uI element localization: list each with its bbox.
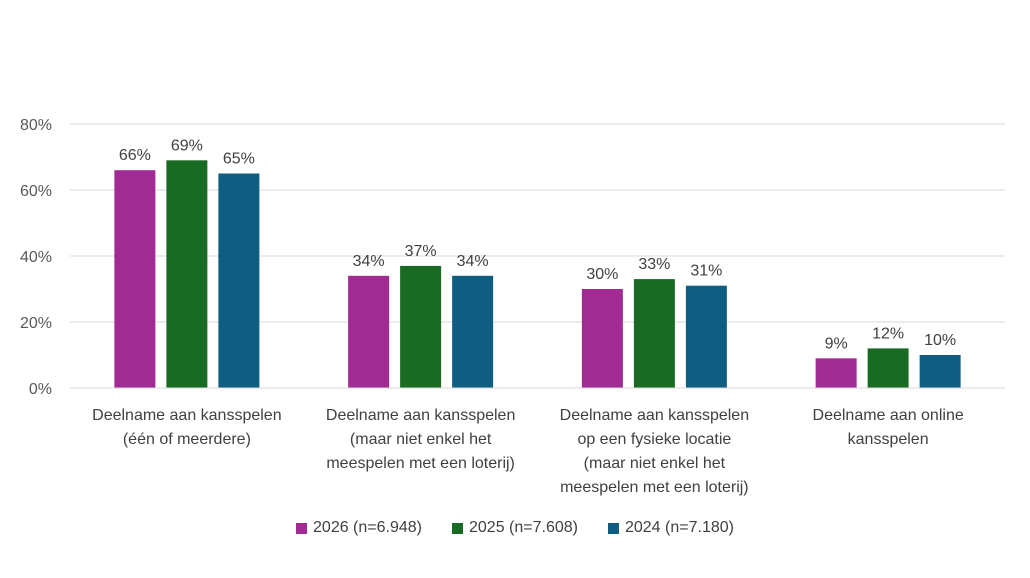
y-tick-label: 60% xyxy=(20,183,52,200)
data-label: 30% xyxy=(586,266,618,283)
y-tick-label: 40% xyxy=(20,249,52,266)
bar xyxy=(166,160,208,388)
data-label: 10% xyxy=(924,332,956,349)
legend-swatch-2025 xyxy=(452,522,463,534)
bar xyxy=(919,355,961,388)
bar xyxy=(452,275,494,388)
bar xyxy=(114,170,156,388)
data-label: 37% xyxy=(405,243,437,260)
bar xyxy=(815,358,857,388)
bar xyxy=(685,285,727,388)
bar xyxy=(581,289,623,388)
data-label: 33% xyxy=(638,256,670,273)
bar-chart: 0% 20% 40% 60% 80% 66% 69% 65% Deelname aan kans… xyxy=(20,117,1005,496)
legend-swatch-2026 xyxy=(296,522,308,534)
data-label: 69% xyxy=(171,137,203,154)
legend-label-2026: 2026 (n=6.948) xyxy=(313,519,422,536)
category-label: Deelname aan kansspelen xyxy=(326,407,515,424)
legend-swatch-2024 xyxy=(607,522,619,534)
bar xyxy=(348,275,390,388)
data-label: 65% xyxy=(223,151,255,168)
category-label: Deelname aan online xyxy=(813,407,964,424)
legend-label-2024: 2024 (n=7.180) xyxy=(624,519,734,536)
legend-item-2026: 2026 (n=6.948) xyxy=(296,519,422,537)
category-label: (maar niet enkel het xyxy=(350,431,492,448)
data-label: 9% xyxy=(825,335,848,352)
category-label: op een fysieke locatie xyxy=(577,431,731,448)
legend: 2026 (n=6.948) 2025 (n=7.608) 2024 (n=7.… xyxy=(0,519,1030,537)
bar xyxy=(218,173,260,388)
data-label: 66% xyxy=(119,147,151,164)
y-tick-label: 20% xyxy=(20,315,52,332)
data-label: 34% xyxy=(353,253,385,270)
data-label: 12% xyxy=(872,325,904,342)
legend-item-2024: 2024 (n=7.180) xyxy=(607,519,734,537)
data-label: 34% xyxy=(457,253,489,270)
category-label: meespelen met een loterij) xyxy=(326,455,515,472)
y-tick-label: 80% xyxy=(20,117,52,134)
data-label: 31% xyxy=(690,263,722,280)
category-label: (maar niet enkel het xyxy=(584,455,726,472)
bar xyxy=(400,265,442,388)
bar xyxy=(633,279,675,388)
category-label: kansspelen xyxy=(848,431,929,448)
bar xyxy=(867,348,909,388)
category-label: Deelname aan kansspelen xyxy=(92,407,281,424)
category-label: meespelen met een loterij) xyxy=(560,479,749,496)
category-label: Deelname aan kansspelen xyxy=(560,407,749,424)
y-tick-label: 0% xyxy=(29,381,52,398)
legend-item-2025: 2025 (n=7.608) xyxy=(452,519,578,537)
legend-label-2025: 2025 (n=7.608) xyxy=(469,519,578,536)
category-label: (één of meerdere) xyxy=(123,431,251,448)
